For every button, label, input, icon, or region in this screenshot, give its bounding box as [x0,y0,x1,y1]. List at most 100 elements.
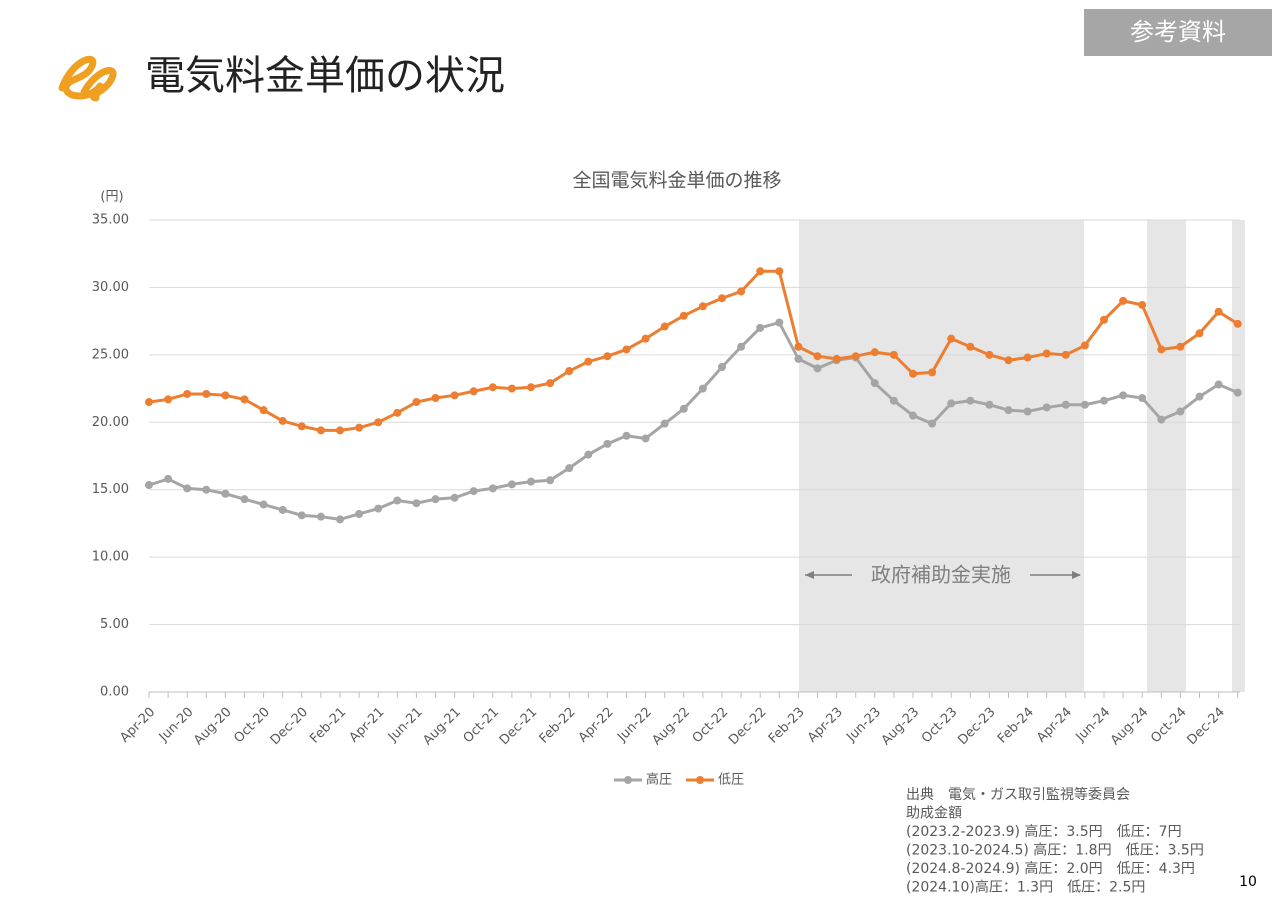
point [431,394,440,403]
point [1176,407,1185,416]
subsidy-period [1232,220,1245,692]
point [870,379,879,388]
point [813,352,822,361]
point [1042,349,1051,358]
point [737,287,746,296]
point [698,384,707,393]
y-tick-label: 30.00 [92,280,129,295]
point [145,480,153,489]
x-tick-label: Oct-20 [231,705,273,747]
y-tick-label: 35.00 [92,213,129,228]
point [794,354,803,363]
legend-label: 高圧 [646,772,672,788]
point [278,505,287,514]
badge: 参考資料 [1130,18,1226,46]
point [164,395,173,404]
point [145,398,153,407]
x-tick-label: Feb-22 [537,705,579,747]
point [1004,406,1013,415]
point [488,484,497,493]
x-tick-label: Dec-24 [1184,705,1227,748]
point [966,396,975,405]
point [278,416,287,425]
x-tick-label: Apr-20 [117,705,158,746]
y-tick-label: 25.00 [92,347,129,362]
line [148,320,1239,521]
point [450,391,459,400]
point [718,362,726,371]
x-tick-label: Feb-23 [766,705,808,747]
x-tick-label: Jun-21 [385,705,426,746]
point [1061,350,1070,359]
point [660,322,669,331]
legend-marker [624,776,632,784]
point [584,450,593,459]
arrow-head [1072,571,1081,579]
x-tick-label: Aug-21 [420,705,464,749]
point [297,511,306,520]
page-title: 電気料金単価の状況 [145,53,505,99]
point [164,474,173,483]
badge-box [1084,9,1272,56]
point [985,350,994,359]
page-number: 10 [1239,874,1257,890]
point [603,352,612,361]
point [947,334,956,343]
point [527,477,535,486]
point [355,423,364,432]
point [1157,345,1166,354]
point [412,499,421,508]
point [832,354,841,363]
point [393,496,402,505]
point [355,509,364,518]
point [450,493,459,502]
point [622,345,631,354]
point [813,364,822,373]
x-tick-label: Dec-22 [726,705,769,748]
point [374,418,383,427]
x-tick-label: Jun-20 [156,705,197,746]
point [1176,342,1185,351]
x-tick-label: Feb-21 [307,705,349,747]
x-tick-label: Jun-24 [1073,705,1114,746]
point [565,367,574,376]
point [603,439,612,448]
point [1080,341,1089,350]
point [488,383,497,392]
x-tick-label: Dec-23 [955,705,998,748]
point [202,485,211,494]
x-tick-label: Dec-20 [268,705,311,748]
x-tick-label: Aug-24 [1108,705,1152,749]
x-tick-label: Apr-23 [805,705,846,746]
note: (2023.10-2024.5) 高圧：1.8円 低圧：3.5円 [906,842,1204,859]
point [507,384,516,393]
point [431,495,440,504]
point [1195,392,1204,401]
point [966,342,975,351]
point [565,464,574,473]
y-unit: (円) [100,190,123,205]
chart-title: 全国電気料金単価の推移 [572,170,781,192]
y-tick-label: 15.00 [92,482,129,497]
note: (2023.2-2023.9) 高圧：3.5円 低圧：7円 [906,823,1182,840]
point [1233,319,1242,328]
point [794,342,803,351]
x-tick-label: Oct-22 [690,705,732,747]
point [775,318,784,327]
point [1138,394,1147,403]
y-tick-label: 10.00 [92,550,129,565]
note: (2024.8-2024.9) 高圧：2.0円 低圧：4.3円 [906,860,1195,877]
point [221,489,230,498]
point [1214,307,1223,316]
point [1004,356,1013,365]
x-tick-label: Feb-24 [995,705,1037,747]
point [870,348,879,357]
x-tick-label: Aug-23 [879,705,923,749]
point [928,368,937,377]
x-tick-label: Aug-20 [191,705,235,749]
y-tick-label: 20.00 [92,415,129,430]
note: 助成金額 [906,806,962,822]
point [737,342,746,351]
point [756,267,765,276]
